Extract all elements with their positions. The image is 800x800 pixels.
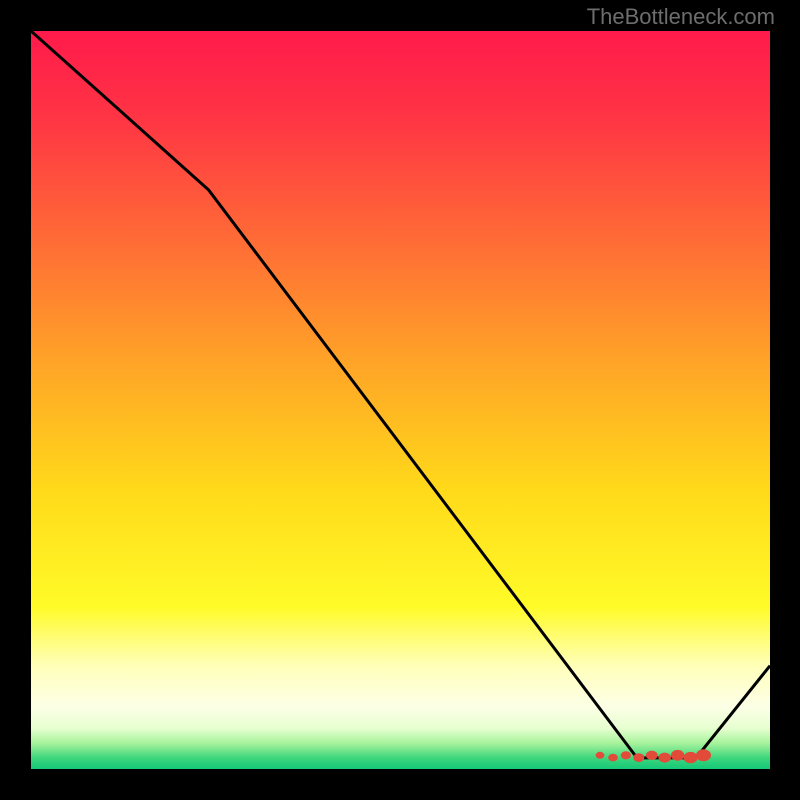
chart-svg xyxy=(31,31,770,769)
watermark-text: TheBottleneck.com xyxy=(587,4,775,30)
plot-area xyxy=(31,31,770,769)
chart-frame: TheBottleneck.com xyxy=(0,0,800,800)
